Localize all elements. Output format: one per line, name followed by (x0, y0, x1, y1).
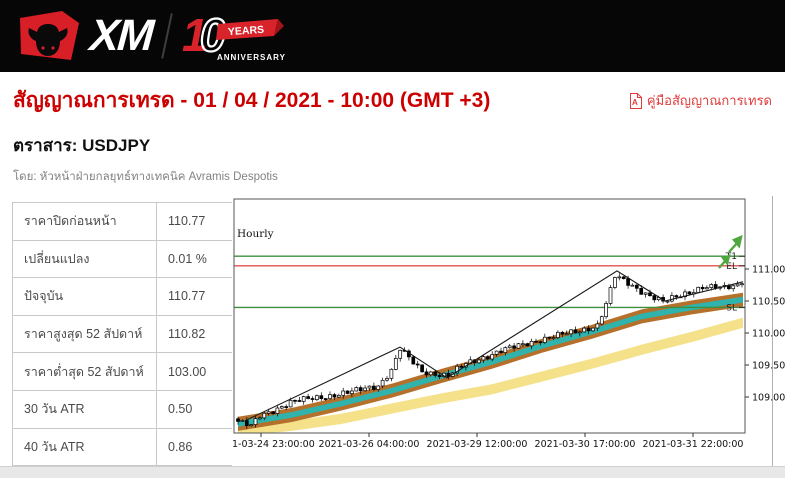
svg-text:110.00: 110.00 (752, 329, 785, 340)
candlestick-chart-svg: 111.00 110.50 110.00 109.50 109.00 1-03-24 23… (232, 196, 785, 467)
xm-logo[interactable]: XM 1 0 YEARS ANNIVERSARY (16, 9, 288, 62)
stat-value: 0.86 (156, 427, 238, 467)
svg-text:SL: SL (726, 303, 737, 313)
anniversary-text: ANNIVERSARY (217, 53, 286, 62)
usdjpy-hourly-chart: 111.00 110.50 110.00 109.50 109.00 1-03-24 23… (232, 196, 785, 468)
svg-text:109.00: 109.00 (752, 393, 785, 404)
author-byline: โดย: หัวหน้าฝ่ายกลยุทธ์ทางเทคนิค Avramis… (13, 171, 278, 183)
table-row: ราคาปิดก่อนหน้า 110.77 (12, 202, 238, 241)
years-text: YEARS (228, 24, 265, 38)
svg-text:2021-03-26 04:00:00: 2021-03-26 04:00:00 (319, 439, 420, 450)
stat-value: 0.01 % (156, 239, 238, 279)
anniversary-badge: 1 0 YEARS ANNIVERSARY (182, 9, 286, 62)
header-bar: XM 1 0 YEARS ANNIVERSARY (0, 0, 785, 72)
stat-label: ราคาสูงสุด 52 สัปดาห์ (12, 314, 157, 354)
stat-value: 103.00 (156, 352, 238, 391)
trading-signal-manual-link[interactable]: A คู่มือสัญญาณการเทรด (629, 90, 772, 111)
brand-text: XM (88, 11, 154, 60)
stat-value: 0.50 (156, 389, 238, 429)
svg-text:EL: EL (726, 262, 737, 272)
page-title: สัญญาณการเทรด - 01 / 04 / 2021 - 10:00 (… (13, 89, 491, 112)
stat-label: ปัจจุบัน (12, 277, 157, 316)
instrument-title: ตราสาร: USDJPY (13, 136, 151, 155)
logo-divider (161, 13, 173, 59)
svg-text:2021-03-30 17:00:00: 2021-03-30 17:00:00 (535, 439, 636, 450)
xm-bull-icon (20, 11, 79, 60)
table-row: ปัจจุบัน 110.77 (12, 277, 238, 316)
svg-text:109.50: 109.50 (752, 361, 785, 372)
svg-text:1-03-24 23:00:00: 1-03-24 23:00:00 (232, 439, 315, 450)
svg-text:111.00: 111.00 (752, 265, 785, 276)
svg-text:Hourly: Hourly (237, 228, 274, 240)
stat-label: เปลี่ยนแปลง (12, 239, 157, 279)
pdf-file-icon: A (629, 92, 642, 109)
svg-text:2021-03-29 12:00:00: 2021-03-29 12:00:00 (427, 439, 528, 450)
stat-label: 40 วัน ATR (12, 427, 157, 467)
svg-text:2021-03-31 22:00:00: 2021-03-31 22:00:00 (643, 439, 744, 450)
svg-text:T1: T1 (725, 252, 737, 262)
stat-label: 30 วัน ATR (12, 389, 157, 429)
stat-value: 110.77 (156, 202, 238, 241)
svg-text:A: A (632, 98, 638, 107)
table-row: ราคาต่ำสุด 52 สัปดาห์ 103.00 (12, 352, 238, 391)
stat-label: ราคาปิดก่อนหน้า (12, 202, 157, 241)
manual-link-label: คู่มือสัญญาณการเทรด (646, 93, 772, 108)
instrument-stats-table: ราคาปิดก่อนหน้า 110.77 เปลี่ยนแปลง 0.01 … (12, 202, 238, 467)
anniversary-digit-1: 1 (182, 9, 208, 61)
table-row: เปลี่ยนแปลง 0.01 % (12, 239, 238, 279)
svg-text:110.50: 110.50 (752, 297, 785, 308)
table-row: 30 วัน ATR 0.50 (12, 389, 238, 429)
stat-value: 110.77 (156, 277, 238, 316)
table-row: 40 วัน ATR 0.86 (12, 427, 238, 467)
years-ribbon (216, 19, 278, 40)
stat-value: 110.82 (156, 314, 238, 354)
footer-bar (0, 466, 785, 478)
stat-label: ราคาต่ำสุด 52 สัปดาห์ (12, 352, 157, 391)
table-row: ราคาสูงสุด 52 สัปดาห์ 110.82 (12, 314, 238, 354)
